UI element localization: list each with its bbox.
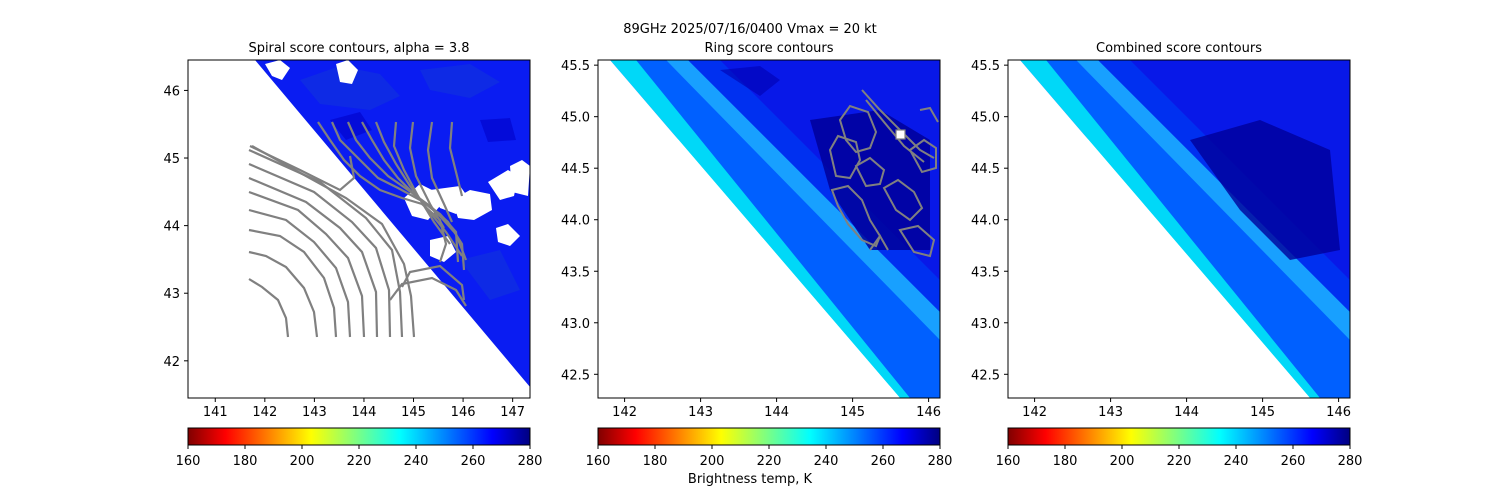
x-tick-label: 146 <box>1326 405 1351 420</box>
y-tick-label: 45 <box>163 152 180 167</box>
x-tick-label: 145 <box>840 405 865 420</box>
x-tick-label: 146 <box>451 405 476 420</box>
y-tick-label: 44.0 <box>561 214 590 229</box>
x-tick-label: 144 <box>764 405 789 420</box>
colorbar-tick-label: 180 <box>233 454 258 469</box>
spiral-colorbar <box>187 427 531 446</box>
colorbar-tick-label: 280 <box>518 454 543 469</box>
ring-colorbar-ticks: 160 180 200 220 240 260 280 <box>586 445 953 469</box>
combined-dark-region <box>1190 120 1340 260</box>
spiral-swath-fill <box>255 60 530 387</box>
ring-dark-patch <box>720 66 780 96</box>
x-tick-label: 142 <box>1022 405 1047 420</box>
combined-no-data <box>1008 60 1310 398</box>
ring-band-3 <box>666 60 940 340</box>
y-tick-label: 43.5 <box>971 265 1000 280</box>
spiral-heatmap <box>188 60 530 398</box>
y-tick-label: 43.0 <box>561 317 590 332</box>
colorbar-tick-label: 260 <box>1281 454 1306 469</box>
colorbar-tick-label: 200 <box>700 454 725 469</box>
colorbar-tick-label: 240 <box>814 454 839 469</box>
spiral-no-data-holes <box>265 60 530 262</box>
combined-heatmap <box>1008 60 1350 398</box>
y-tick-label: 45.5 <box>971 59 1000 74</box>
colorbar-tick-label: 160 <box>996 454 1021 469</box>
colorbar-tick-label: 260 <box>871 454 896 469</box>
y-tick-label: 44.0 <box>971 214 1000 229</box>
colorbar-tick-label: 200 <box>290 454 315 469</box>
x-tick-label: 144 <box>352 405 377 420</box>
x-tick-label: 142 <box>612 405 637 420</box>
y-tick-label: 46 <box>163 84 180 99</box>
colorbar-label: Brightness temp, K <box>687 472 813 487</box>
spiral-colorbar-ticks: 160 180 200 220 240 260 280 <box>176 445 543 469</box>
colorbar-tick-label: 280 <box>928 454 953 469</box>
combined-colorbar-ticks: 160 180 200 220 240 260 280 <box>996 445 1363 469</box>
spiral-swath-texture <box>300 64 520 300</box>
x-tick-label: 143 <box>302 405 327 420</box>
ring-dark-region <box>810 110 930 250</box>
colorbar-tick-label: 240 <box>1224 454 1249 469</box>
y-tick-label: 42.5 <box>971 368 1000 383</box>
colorbar-tick-label: 260 <box>461 454 486 469</box>
x-tick-label: 141 <box>203 405 228 420</box>
colorbar-tick-label: 220 <box>757 454 782 469</box>
ring-no-data <box>598 60 900 398</box>
combined-panel-title: Combined score contours <box>1096 41 1262 56</box>
y-tick-label: 45.5 <box>561 59 590 74</box>
x-tick-label: 145 <box>1250 405 1275 420</box>
combined-band-3 <box>1076 60 1350 340</box>
colorbar-tick-label: 180 <box>1053 454 1078 469</box>
figure-suptitle: 89GHz 2025/07/16/0400 Vmax = 20 kt <box>623 22 877 37</box>
x-tick-label: 142 <box>252 405 277 420</box>
x-tick-label: 144 <box>1174 405 1199 420</box>
combined-axes-ticks: 142 143 144 145 146 42.5 43.0 43.5 44.0 44.5 45.0 4… <box>971 59 1351 420</box>
spiral-contours <box>248 121 468 338</box>
y-tick-label: 43.0 <box>971 317 1000 332</box>
ring-axes-ticks: 142 143 144 145 146 42.5 43.0 43.5 44.0 44.5 45.0 4… <box>561 59 941 420</box>
ring-axes-frame <box>597 59 941 399</box>
y-tick-label: 42.5 <box>561 368 590 383</box>
spiral-axes-frame <box>187 59 531 399</box>
combined-panel: Combined score contours 142 143 144 145 146 4… <box>971 41 1362 469</box>
combined-axes-frame <box>1007 59 1351 399</box>
y-tick-label: 42 <box>163 355 180 370</box>
ring-panel: Ring score contours <box>561 41 952 469</box>
ring-band-2 <box>636 60 940 398</box>
x-tick-label: 147 <box>500 405 525 420</box>
y-tick-label: 44.5 <box>561 162 590 177</box>
y-tick-label: 45.0 <box>561 111 590 126</box>
colorbar-tick-label: 240 <box>404 454 429 469</box>
colorbar-tick-label: 160 <box>586 454 611 469</box>
colorbar-tick-label: 280 <box>1338 454 1363 469</box>
spiral-panel-title: Spiral score contours, alpha = 3.8 <box>248 41 469 56</box>
y-tick-label: 43.5 <box>561 265 590 280</box>
y-tick-label: 43 <box>163 287 180 302</box>
colorbar-tick-label: 220 <box>1167 454 1192 469</box>
combined-colorbar <box>1007 427 1351 446</box>
spiral-axes-ticks: 141 142 143 144 145 146 147 42 43 44 45 46 <box>163 84 525 420</box>
colorbar-tick-label: 220 <box>347 454 372 469</box>
colorbar-tick-label: 180 <box>643 454 668 469</box>
y-tick-label: 44.5 <box>971 162 1000 177</box>
x-tick-label: 146 <box>916 405 941 420</box>
combined-band-2 <box>1046 60 1350 398</box>
colorbar-tick-label: 160 <box>176 454 201 469</box>
ring-colorbar <box>597 427 941 446</box>
x-tick-label: 145 <box>401 405 426 420</box>
x-tick-label: 143 <box>1098 405 1123 420</box>
colorbar-tick-label: 200 <box>1110 454 1135 469</box>
y-tick-label: 45.0 <box>971 111 1000 126</box>
x-tick-label: 143 <box>688 405 713 420</box>
ring-heatmap <box>598 60 940 398</box>
ring-panel-title: Ring score contours <box>704 41 833 56</box>
y-tick-label: 44 <box>163 220 180 235</box>
spiral-panel: Spiral score contours, alpha = 3.8 <box>163 41 542 469</box>
ring-center-marker <box>895 129 906 140</box>
spiral-swath-texture-dark <box>330 112 516 142</box>
